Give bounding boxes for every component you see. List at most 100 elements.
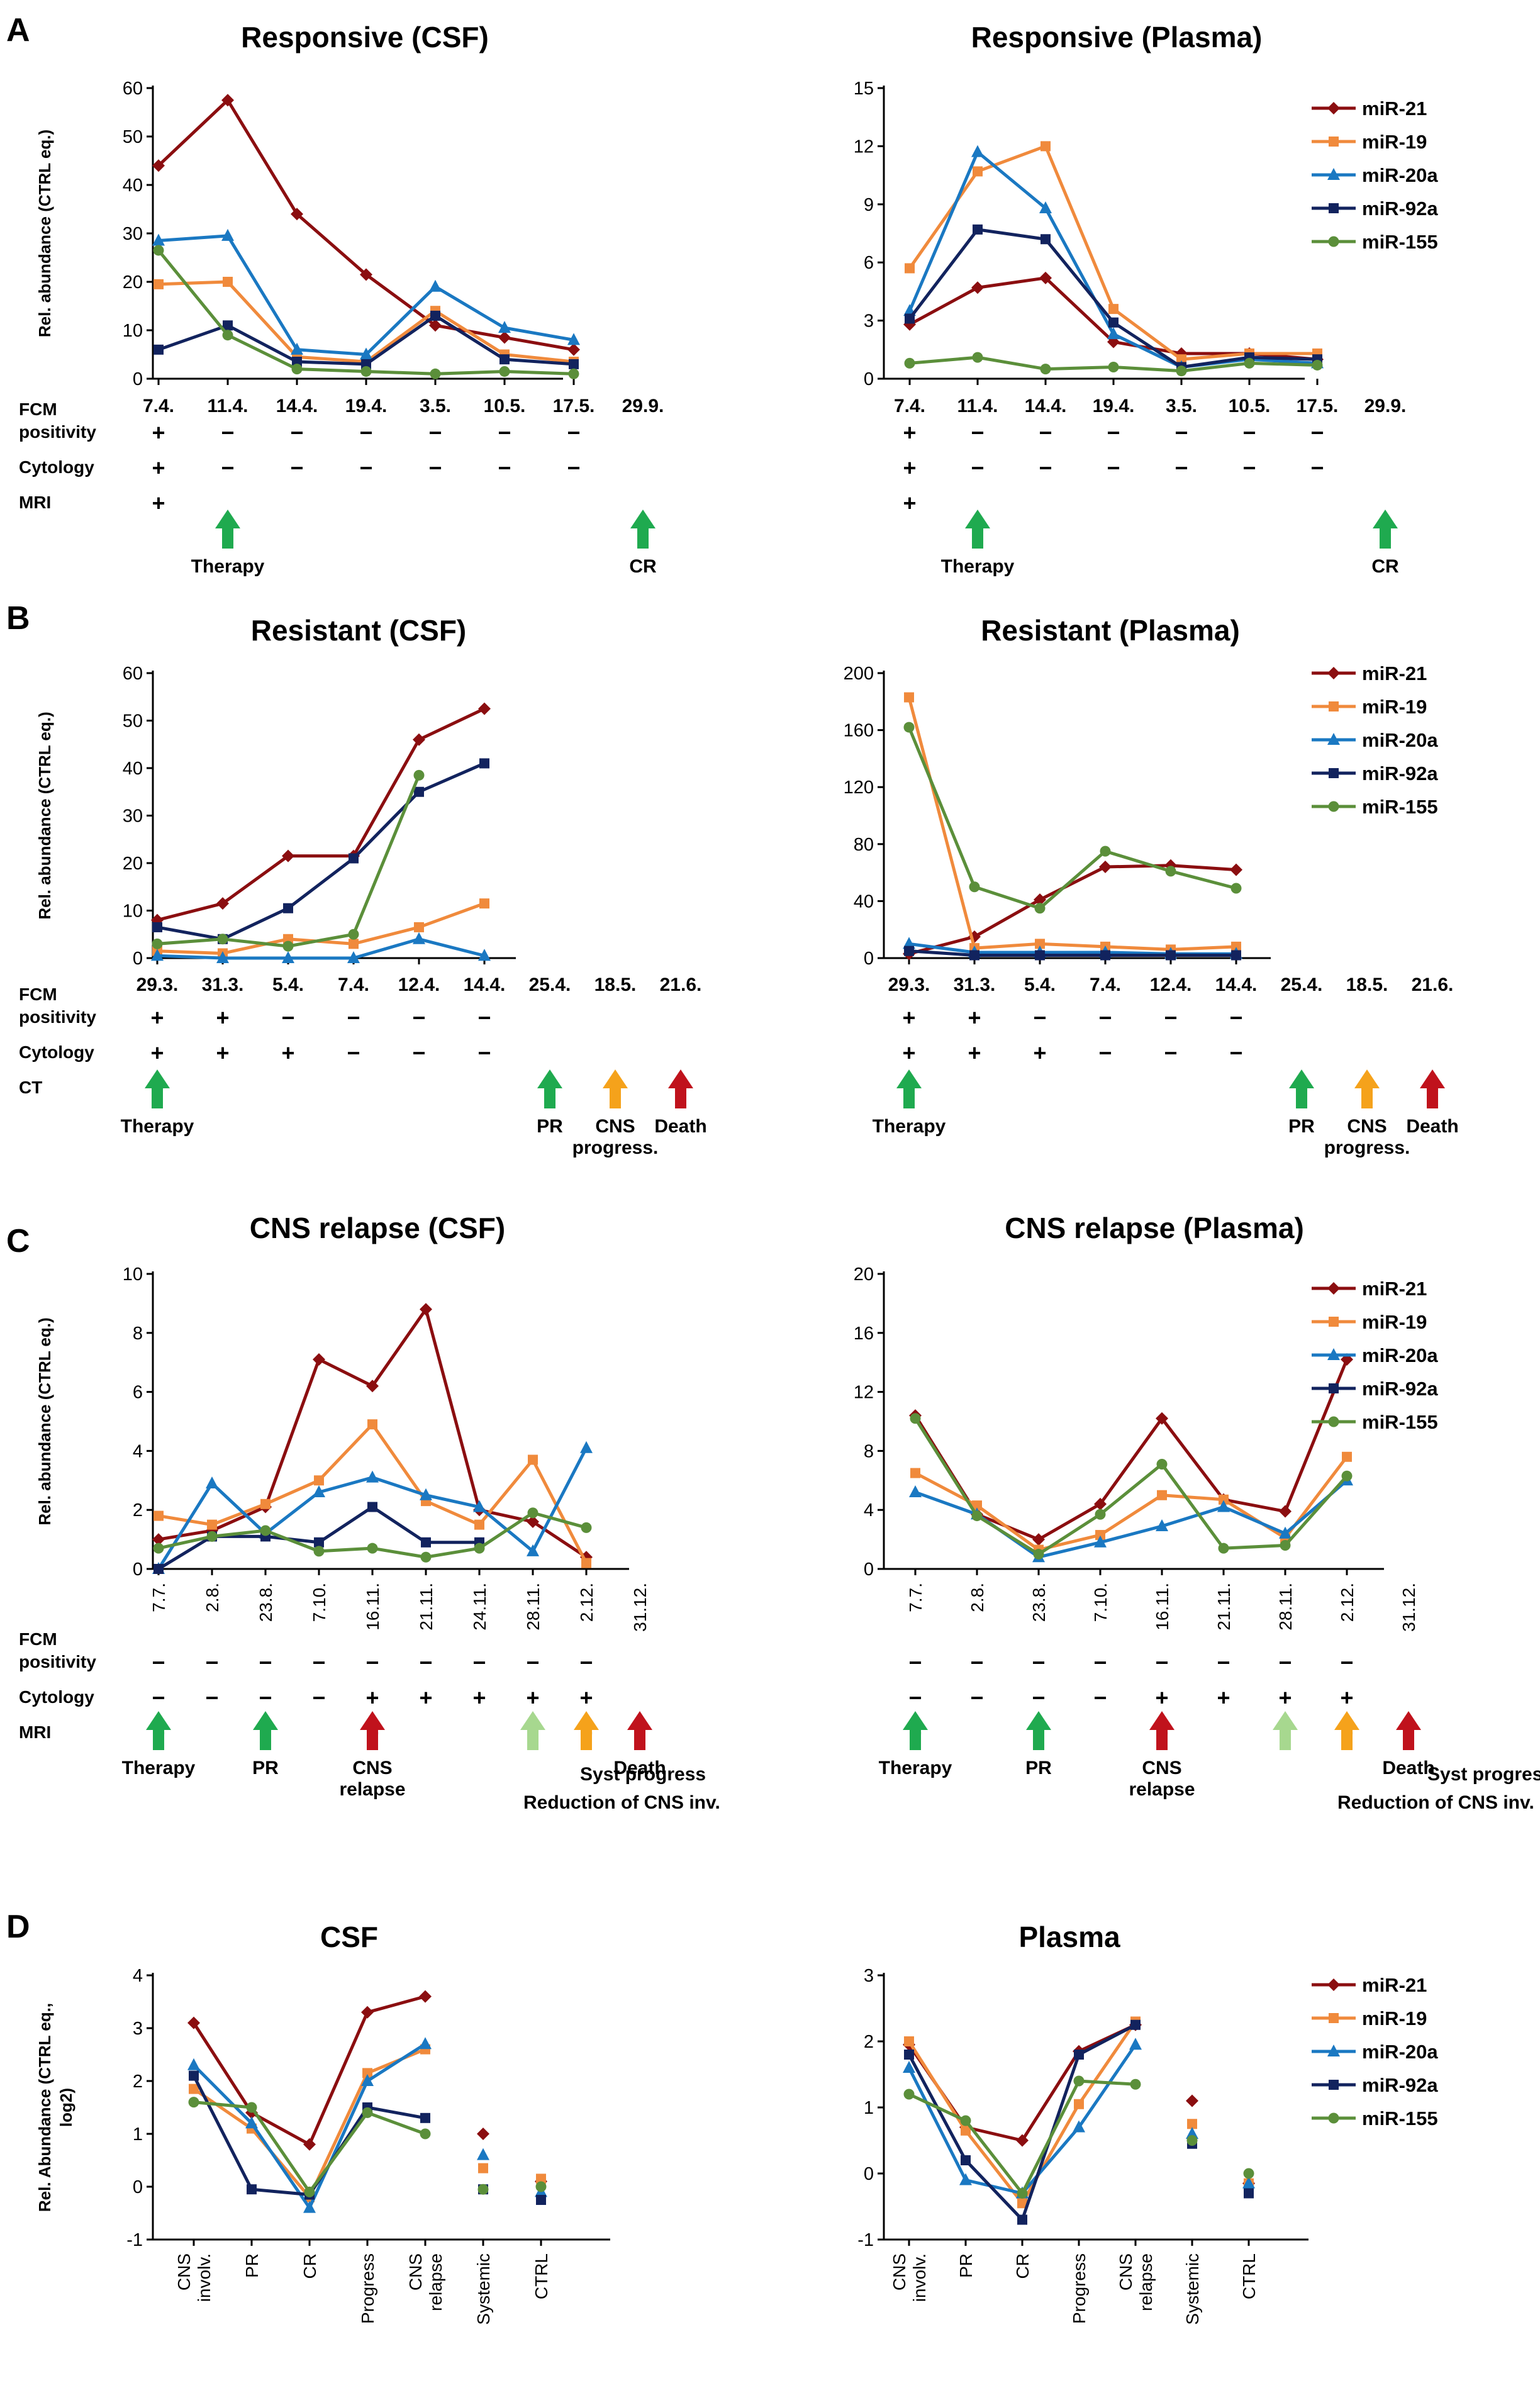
status-mark: −	[205, 1685, 218, 1710]
data-point-miR-21	[1156, 1412, 1168, 1425]
legend-label-miR-19: miR-19	[1362, 131, 1427, 153]
y-tick-label: 4	[133, 1441, 143, 1461]
data-point-miR-20a	[1107, 327, 1120, 340]
legend-label-miR-155: miR-155	[1362, 231, 1438, 253]
y-tick-label: 60	[123, 79, 143, 99]
event-label: CR	[1371, 556, 1399, 577]
series-line-miR-21	[908, 864, 1237, 956]
legend-marker-miR-19	[1329, 137, 1339, 147]
systemic-point-miR-21	[477, 2128, 489, 2140]
legend-label-miR-20a: miR-20a	[1362, 729, 1438, 751]
status-mark: −	[1039, 420, 1052, 445]
status-mark: +	[902, 1040, 915, 1066]
data-point-miR-155	[246, 2102, 257, 2113]
series-line-miR-21	[157, 707, 486, 922]
data-point-miR-155	[362, 2107, 373, 2118]
event-arrow-orange	[1354, 1069, 1380, 1108]
series-line-miR-20a	[192, 2043, 427, 2210]
series-miR-20a	[152, 228, 580, 360]
status-mark: −	[1032, 1649, 1045, 1675]
x-tick-label: 7.10.	[310, 1583, 329, 1622]
x-tick-label: 28.11.	[1276, 1583, 1295, 1631]
x-date-label: 25.4.	[1281, 974, 1323, 995]
x-tick-label: 21.11.	[1214, 1583, 1234, 1631]
panel-letter-B: B	[6, 600, 30, 637]
ctrl-point-miR-155	[535, 2181, 547, 2192]
x-category-part: involv.	[910, 2253, 929, 2302]
y-tick-label: 6	[133, 1383, 143, 1403]
y-tick-label: 10	[123, 1264, 143, 1285]
x-date-label: 2.12.	[1337, 1583, 1357, 1622]
data-point-miR-19	[479, 898, 489, 909]
x-date-label: 31.12.	[630, 1583, 650, 1632]
data-point-miR-19	[1017, 2198, 1027, 2209]
chart-title: CNS relapse (Plasma)	[1005, 1212, 1304, 1244]
data-point-miR-20a	[291, 342, 303, 355]
legend-label-miR-20a: miR-20a	[1362, 2041, 1438, 2063]
event-label: PR	[1025, 1758, 1052, 1778]
data-point-miR-21	[187, 2016, 200, 2029]
data-point-miR-92a	[1035, 950, 1045, 961]
chart-C-2: CNS relapse (Plasma) 0 4 8 12 16 20 7.7. 2.8. 23.…	[854, 1212, 1540, 1813]
chart-B-2: Resistant (Plasma) 0 40 80 120 160 200 29.3. 31.…	[844, 614, 1459, 1158]
x-category-label: CNS relapse	[1116, 2253, 1156, 2311]
data-point-miR-21	[1099, 861, 1112, 874]
x-date-label: 29.3.	[888, 974, 930, 995]
y-axis-label: Rel. abundance (CTRL eq.)	[35, 130, 54, 337]
panel-letter-A: A	[6, 12, 30, 48]
event-arrow-green	[146, 1711, 171, 1750]
data-point-miR-92a	[1166, 950, 1176, 961]
y-tick-label: 50	[123, 711, 143, 732]
data-point-miR-19	[1157, 1490, 1167, 1500]
panel-letter-D: D	[6, 1909, 30, 1945]
event-arrow-red	[627, 1711, 652, 1750]
data-point-miR-155	[217, 934, 228, 945]
event-arrow-green	[903, 1711, 928, 1750]
legend-label-miR-21: miR-21	[1362, 1974, 1427, 1996]
status-mark: +	[1155, 1685, 1168, 1710]
status-mark: −	[908, 1649, 922, 1675]
status-mark: +	[150, 1005, 164, 1030]
data-point-miR-92a	[569, 359, 579, 369]
x-tick-label: 2.12.	[577, 1583, 596, 1622]
status-mark: −	[1164, 1005, 1177, 1030]
data-point-miR-21	[366, 1380, 379, 1393]
data-point-miR-155	[1218, 1543, 1229, 1554]
data-point-miR-19	[904, 2036, 914, 2046]
data-point-miR-155	[260, 1525, 271, 1536]
x-category-label: PR	[956, 2253, 976, 2278]
data-point-miR-155	[413, 769, 425, 781]
chart-title: Resistant (Plasma)	[981, 614, 1240, 647]
status-mark: −	[1155, 1649, 1168, 1675]
status-mark: +	[579, 1685, 593, 1710]
row-label-cytology: Cytology	[19, 1042, 94, 1062]
data-point-miR-20a	[347, 951, 360, 963]
legend-label-miR-155: miR-155	[1362, 2107, 1438, 2129]
x-category-part: Progress	[1069, 2253, 1089, 2324]
y-tick-label: 0	[864, 1559, 874, 1580]
data-point-miR-21	[1094, 1497, 1107, 1510]
data-point-miR-92a	[1108, 317, 1119, 328]
x-date-label: 16.11.	[1152, 1583, 1172, 1631]
data-point-miR-155	[291, 364, 303, 375]
x-date-label: 17.5.	[1297, 396, 1339, 416]
data-point-miR-155	[282, 940, 294, 952]
chart-B-1: Resistant (CSF) Rel. abundance (CTRL eq.)…	[19, 614, 707, 1158]
data-point-miR-155	[1095, 1509, 1106, 1520]
status-mark: −	[1032, 1685, 1045, 1710]
event-arrow-green	[1289, 1069, 1314, 1108]
series-line-miR-19	[914, 1456, 1348, 1552]
status-mark: +	[526, 1685, 539, 1710]
status-mark: +	[281, 1040, 294, 1066]
status-mark: +	[1278, 1685, 1292, 1710]
x-category-part: CTRL	[1239, 2253, 1259, 2299]
ctrl-point-miR-20a	[1242, 2176, 1255, 2189]
y-tick-label: 2	[133, 2072, 143, 2092]
status-mark: −	[477, 1040, 491, 1066]
data-point-miR-92a	[1130, 2019, 1141, 2030]
status-mark: −	[1039, 455, 1052, 481]
series-miR-155	[904, 352, 1323, 377]
status-mark: +	[1217, 1685, 1230, 1710]
y-tick-label: 200	[844, 664, 874, 684]
legend-label-miR-21: miR-21	[1362, 662, 1427, 684]
